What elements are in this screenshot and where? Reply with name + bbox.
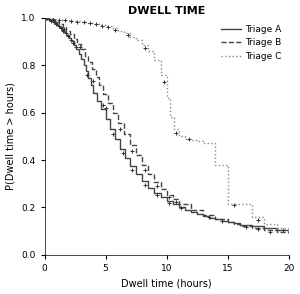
- Triage A: [43, 16, 46, 19]
- Triage B: [83, 48, 87, 51]
- Triage B: [140, 153, 144, 157]
- Line: Triage B: Triage B: [44, 18, 289, 235]
- Title: DWELL TIME: DWELL TIME: [128, 6, 205, 16]
- Line: Triage C: Triage C: [44, 18, 289, 232]
- Triage B: [101, 83, 105, 87]
- Triage A: [171, 202, 175, 206]
- Y-axis label: P(Dwell time > hours): P(Dwell time > hours): [6, 82, 16, 190]
- Triage C: [85, 20, 89, 24]
- Triage B: [287, 233, 291, 236]
- Triage B: [43, 16, 46, 19]
- Triage B: [177, 198, 181, 201]
- Triage A: [74, 44, 78, 47]
- Triage A: [52, 19, 56, 23]
- Triage C: [110, 26, 113, 30]
- Line: Triage A: Triage A: [44, 18, 289, 232]
- Triage C: [61, 18, 64, 21]
- Legend: Triage A, Triage B, Triage C: Triage A, Triage B, Triage C: [218, 22, 284, 64]
- X-axis label: Dwell time (hours): Dwell time (hours): [121, 278, 212, 288]
- Triage C: [287, 230, 291, 234]
- Triage C: [43, 16, 46, 19]
- Triage C: [116, 26, 120, 30]
- Triage C: [165, 73, 168, 76]
- Triage C: [73, 19, 77, 22]
- Triage A: [287, 230, 291, 234]
- Triage B: [101, 92, 105, 95]
- Triage A: [104, 118, 107, 121]
- Triage A: [140, 180, 144, 183]
- Triage A: [189, 208, 193, 211]
- Triage B: [80, 42, 83, 46]
